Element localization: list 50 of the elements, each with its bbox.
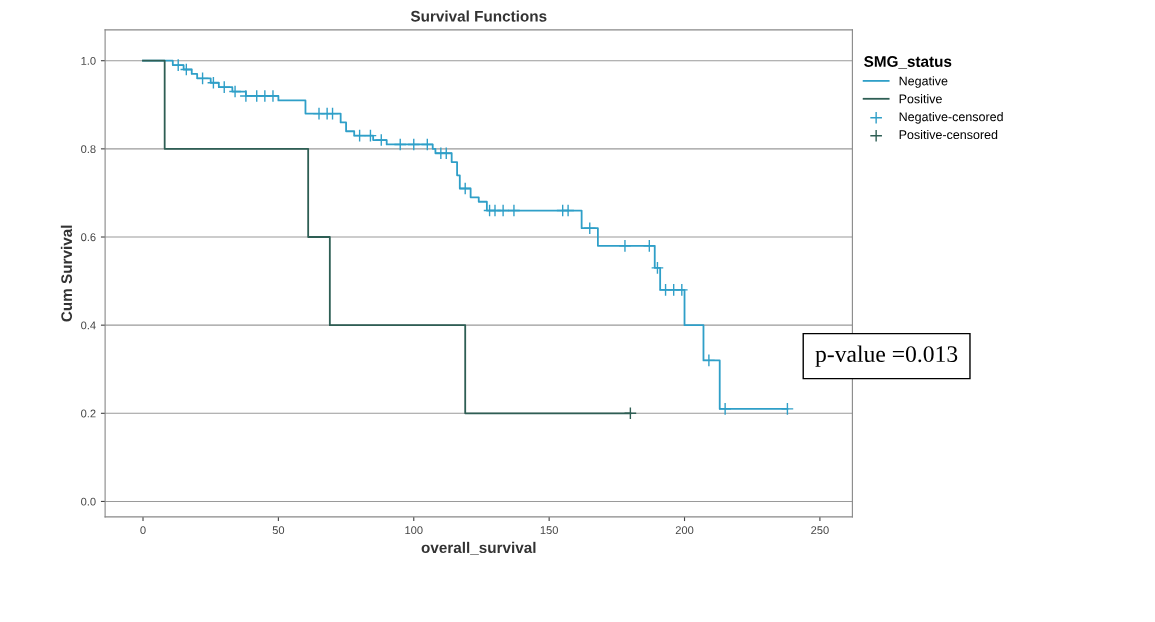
- x-tick-label: 100: [405, 526, 423, 535]
- point: [228, 85, 242, 99]
- y-tick-label: 1.0: [81, 56, 96, 65]
- point: [583, 221, 597, 235]
- x-tick-label: 200: [675, 526, 694, 535]
- point: [217, 80, 231, 94]
- point: [420, 137, 434, 151]
- point: [179, 63, 193, 77]
- x-tick-label: 50: [272, 526, 285, 535]
- legend-label: Negative: [899, 76, 948, 88]
- point: [507, 204, 521, 218]
- point: [675, 283, 689, 297]
- point: [439, 146, 453, 160]
- legend-label: Positive-censored: [899, 129, 998, 140]
- point: [702, 353, 716, 367]
- legend-title: SMG_status: [864, 56, 952, 69]
- y-tick-label: 0.0: [81, 497, 96, 506]
- point: [496, 204, 510, 218]
- x-tick-label: 0: [140, 526, 146, 535]
- point: [407, 137, 421, 151]
- point: [374, 133, 388, 147]
- point: [239, 89, 253, 103]
- point: [718, 402, 732, 416]
- chart-title: Survival Functions: [410, 10, 547, 22]
- y-tick-label: 0.8: [81, 145, 96, 153]
- point: [171, 58, 185, 72]
- point: [266, 89, 280, 103]
- annotation: p-value =0.013: [815, 345, 958, 367]
- point: [326, 107, 340, 121]
- point: [642, 239, 656, 253]
- legend-label: Positive: [899, 94, 942, 104]
- y-tick-label: 0.6: [81, 233, 96, 242]
- legend-label: Negative-censored: [899, 112, 1003, 124]
- x-tick-label: 250: [811, 526, 829, 535]
- point: [623, 406, 637, 420]
- point: [353, 129, 367, 143]
- point: [780, 402, 794, 416]
- point: [561, 204, 575, 218]
- y-tick-label: 0.4: [81, 321, 96, 330]
- x-tick-label: 150: [540, 526, 558, 535]
- y-tick-label: 0.2: [81, 409, 96, 418]
- point: [196, 71, 210, 85]
- point: [393, 137, 407, 151]
- y-axis-title: Cum Survival: [60, 225, 73, 322]
- point: [363, 129, 377, 143]
- x-axis-title: overall_survival: [421, 541, 536, 555]
- point: [206, 76, 220, 90]
- point: [618, 239, 632, 253]
- point: [650, 261, 664, 275]
- point: [458, 182, 472, 196]
